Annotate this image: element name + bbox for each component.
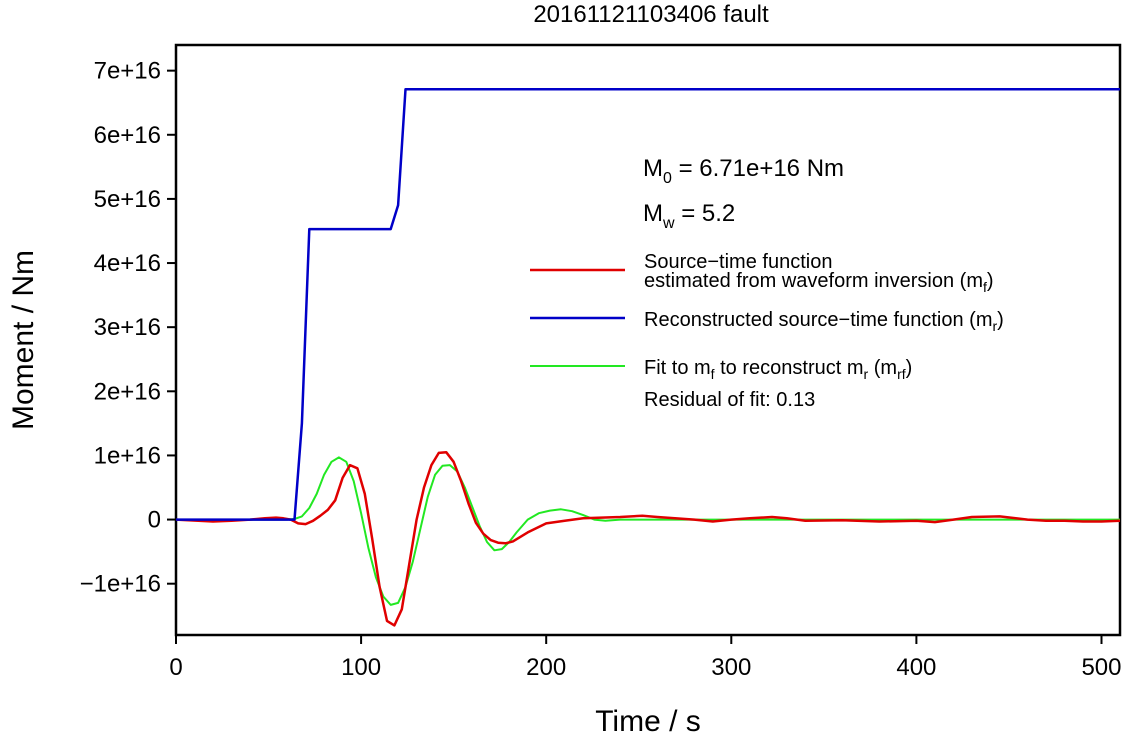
x-tick-label: 200 [526, 654, 566, 681]
y-axis: −1e+16 0 1e+16 2e+16 3e+16 4e+16 5e+16 6e+16 7e+… [80, 58, 176, 598]
legend-blue-text: Reconstructed source−time function (mr) [644, 309, 1004, 334]
mw-main: M [643, 200, 663, 227]
m0-rest: = 6.71e+16 Nm [672, 155, 844, 182]
y-tick-label: 3e+16 [94, 314, 161, 341]
y-tick-label: 1e+16 [94, 442, 161, 469]
annotations: M0 = 6.71e+16 Nm Mw = 5.2 [643, 155, 844, 232]
y-tick-label: 6e+16 [94, 122, 161, 149]
legend-green-sub3: rf [897, 366, 906, 382]
legend-blue-line1: Reconstructed source−time function (m [644, 309, 993, 331]
legend-green-text: Fit to mf to reconstruct mr (mrf) [644, 357, 912, 382]
series-line-red [175, 450, 1121, 627]
legend-green-mid2: (m [868, 357, 897, 379]
y-axis-label: Moment / Nm [7, 250, 40, 430]
legend-green-sub1: f [711, 366, 715, 382]
residual-text: Residual of fit: 0.13 [644, 389, 815, 411]
y-tick-label: −1e+16 [80, 571, 161, 598]
legend-green-mid: to reconstruct m [715, 357, 864, 379]
series-lines [175, 88, 1121, 627]
x-tick-label: 300 [711, 654, 751, 681]
y-tick-label: 2e+16 [94, 378, 161, 405]
legend-red-line2-text: estimated from waveform inversion (m [644, 270, 983, 292]
x-tick-label: 400 [896, 654, 936, 681]
mw-sub: w [662, 215, 675, 232]
x-tick-label: 100 [341, 654, 381, 681]
legend-red-line1: Source−time function [644, 251, 832, 273]
y-tick-label: 4e+16 [94, 250, 161, 277]
legend-blue-sub: r [993, 318, 998, 334]
series-line-green [176, 456, 1120, 606]
plot-frame [174, 43, 1122, 637]
x-axis-label: Time / s [595, 705, 701, 736]
legend-red-sub: f [983, 279, 987, 295]
x-tick-label: 500 [1081, 654, 1121, 681]
legend-green-close: ) [906, 357, 913, 379]
legend-blue-close: ) [997, 309, 1004, 331]
m0-main: M [643, 155, 663, 182]
y-tick-label: 7e+16 [94, 58, 161, 85]
y-tick-label: 5e+16 [94, 186, 161, 213]
m0-annotation: M0 = 6.71e+16 Nm [643, 155, 844, 187]
x-tick-label: 0 [169, 654, 182, 681]
legend-green-line1: Fit to m [644, 357, 711, 379]
y-tick-label: 0 [148, 507, 161, 534]
m0-sub: 0 [663, 170, 672, 187]
legend-red-close: ) [987, 270, 994, 292]
series-line-blue [176, 88, 1120, 521]
mw-annotation: Mw = 5.2 [643, 200, 735, 232]
legend-green-sub2: r [864, 366, 869, 382]
legend: Source−time function estimated from wave… [530, 251, 1004, 411]
x-axis: 0 100 200 300 400 500 [169, 635, 1122, 681]
legend-red-line2: estimated from waveform inversion (mf) [644, 270, 994, 295]
chart-title: 20161121103406 fault [533, 1, 769, 28]
mw-rest: = 5.2 [675, 200, 736, 227]
